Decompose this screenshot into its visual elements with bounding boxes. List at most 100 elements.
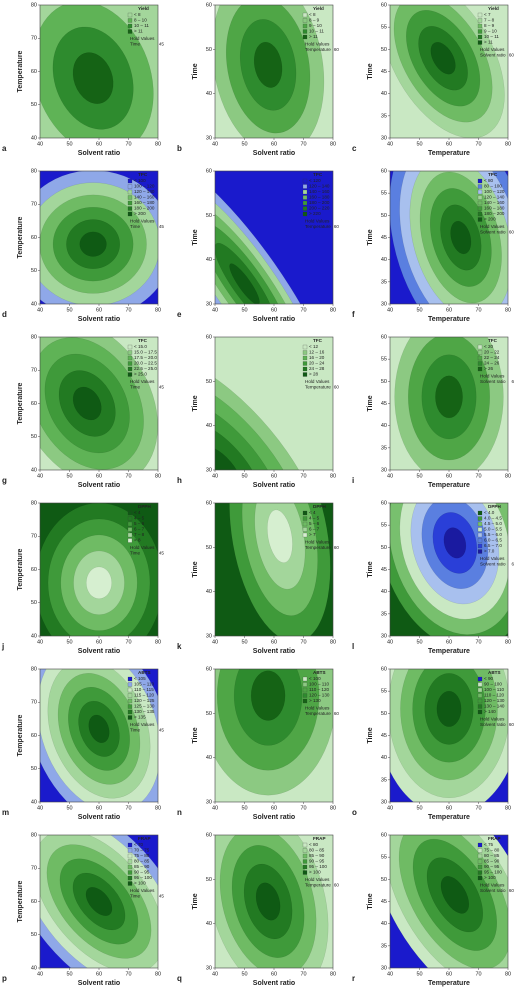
y-tick-label: 50 (206, 711, 212, 717)
x-tick-label: 70 (125, 141, 131, 147)
y-tick-label: 45 (381, 567, 387, 573)
legend-label: < 12 (309, 344, 319, 349)
y-tick-label: 60 (381, 334, 387, 340)
legend-swatch (477, 361, 483, 366)
legend-swatch (477, 848, 483, 853)
legend-swatch (127, 693, 133, 698)
legend-swatch (127, 532, 133, 538)
y-axis-label: Time (367, 229, 374, 245)
legend-swatch (477, 29, 483, 34)
legend-label: 6 – 7 (134, 527, 145, 532)
legend-swatch (127, 366, 133, 372)
legend-swatch (302, 687, 308, 693)
legend-swatch (477, 870, 483, 875)
x-tick-label: 70 (300, 307, 306, 313)
x-tick-label: 70 (300, 971, 306, 977)
y-axis-label: Time (192, 893, 199, 909)
y-tick-label: 35 (381, 113, 387, 119)
legend-label: 140 – 160 (309, 189, 330, 194)
legend-label: > 25.0 (134, 372, 147, 377)
x-axis-label: Solvent ratio (78, 316, 120, 323)
legend-label: 120 – 140 (134, 189, 155, 194)
y-tick-label: 50 (381, 877, 387, 883)
legend-swatch (127, 211, 133, 217)
legend-label: 24 – 28 (309, 366, 325, 371)
legend-swatch (302, 682, 308, 687)
legend-label: 80 – 100 (484, 184, 502, 189)
legend-swatch (477, 682, 483, 687)
hold-label: Hold Values (480, 224, 505, 229)
y-tick-label: 40 (206, 755, 212, 761)
legend-label: 90 – 95 (134, 870, 150, 875)
hold-value: 60 (509, 722, 515, 727)
legend-label: 85 – 90 (134, 864, 150, 869)
legend-swatch (477, 687, 483, 693)
x-axis-label: Solvent ratio (253, 648, 295, 655)
legend-swatch (477, 200, 483, 206)
legend-swatch (302, 178, 308, 184)
legend-swatch (127, 355, 133, 361)
x-tick-label: 40 (387, 805, 393, 811)
panel-letter: b (177, 144, 182, 153)
plot-area (390, 835, 508, 968)
y-axis-label: Time (192, 727, 199, 743)
x-tick-label: 50 (416, 473, 422, 479)
legend-label: 75 – 80 (134, 853, 150, 858)
legend-swatch (127, 870, 133, 875)
contour-band (255, 882, 281, 921)
hold-label: Hold Values (305, 540, 330, 545)
y-axis-label: Time (367, 727, 374, 743)
y-tick-label: 40 (206, 921, 212, 927)
y-tick-label: 70 (31, 534, 37, 540)
hold-name: Solvent ratio (480, 562, 506, 567)
y-tick-label: 55 (381, 25, 387, 31)
y-tick-label: 60 (206, 832, 212, 838)
x-tick-label: 70 (125, 805, 131, 811)
hold-name: Temperature (305, 385, 331, 390)
legend-label: > 135 (134, 715, 146, 720)
panel: 40 50 60 70 80 40 50 60 70 80 Solvent ratio Tempera… (2, 832, 164, 986)
y-tick-label: 60 (381, 168, 387, 174)
x-tick-label: 80 (505, 141, 511, 147)
legend-label: 85 – 90 (309, 853, 325, 858)
panel: 40 50 60 70 80 30 35 40 45 50 55 60 Temperature Time f… (352, 168, 514, 322)
legend-swatch (302, 859, 308, 864)
plot-area (215, 503, 333, 636)
panel-letter: m (2, 808, 9, 817)
legend-swatch (302, 848, 308, 853)
legend-swatch (477, 217, 483, 222)
hold-value: 60 (334, 883, 340, 888)
hold-value: 60 (509, 53, 515, 58)
legend-label: 120 – 130 (484, 698, 505, 703)
legend-swatch (302, 206, 308, 211)
plot-area (215, 171, 333, 304)
legend-label: 95 – 100 (484, 870, 502, 875)
legend-swatch (477, 704, 483, 709)
panel-letter: e (177, 310, 182, 319)
y-tick-label: 60 (31, 401, 37, 407)
x-tick-label: 40 (37, 805, 43, 811)
y-tick-label: 50 (206, 877, 212, 883)
legend-swatch (302, 350, 308, 355)
hold-label: Hold Values (480, 556, 505, 561)
plot-area (390, 171, 508, 304)
x-tick-label: 40 (387, 307, 393, 313)
x-tick-label: 70 (125, 307, 131, 313)
x-tick-label: 60 (96, 639, 102, 645)
y-tick-label: 30 (381, 633, 387, 639)
panel: 40 50 60 70 80 30 35 40 45 50 55 60 Temperature Time r… (352, 832, 514, 986)
legend-label: < 4 (134, 510, 141, 515)
hold-label: Hold Values (130, 545, 155, 550)
x-tick-label: 70 (125, 971, 131, 977)
legend-label: > 200 (484, 217, 496, 222)
panel-letter: l (352, 642, 354, 651)
y-tick-label: 40 (31, 467, 37, 473)
legend-label: > 100 (309, 870, 321, 875)
legend-label: < 90 (484, 676, 494, 681)
x-tick-label: 70 (475, 307, 481, 313)
legend-swatch (302, 18, 308, 23)
hold-label: Hold Values (305, 706, 330, 711)
y-tick-label: 35 (381, 777, 387, 783)
legend-label: < 15.0 (134, 344, 147, 349)
legend-swatch (127, 195, 133, 200)
